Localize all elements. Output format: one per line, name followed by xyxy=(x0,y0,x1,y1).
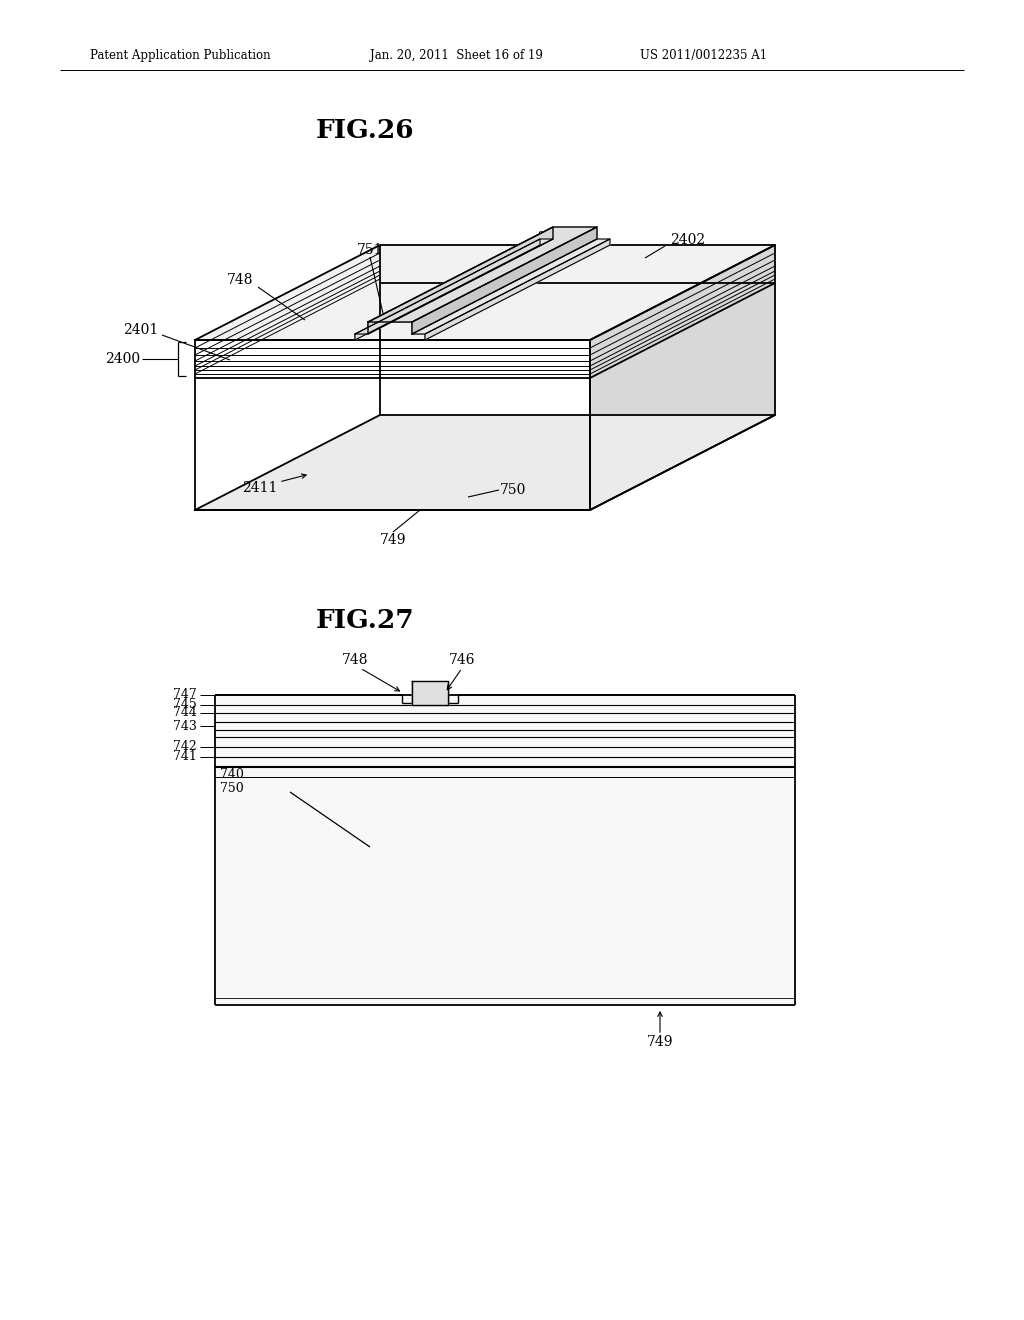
Polygon shape xyxy=(412,227,597,334)
Text: 2411: 2411 xyxy=(242,480,278,495)
Text: 749: 749 xyxy=(380,533,407,546)
Text: 745: 745 xyxy=(173,698,197,711)
Text: US 2011/0012235 A1: US 2011/0012235 A1 xyxy=(640,49,767,62)
Text: 746: 746 xyxy=(449,653,475,667)
Polygon shape xyxy=(412,239,610,334)
Text: 743: 743 xyxy=(173,719,197,733)
Text: 2412: 2412 xyxy=(538,231,572,246)
Polygon shape xyxy=(368,227,597,322)
Text: 748: 748 xyxy=(342,653,369,667)
Text: Patent Application Publication: Patent Application Publication xyxy=(90,49,270,62)
Text: 740: 740 xyxy=(220,768,244,781)
Polygon shape xyxy=(195,414,775,510)
Polygon shape xyxy=(195,246,775,341)
Text: 744: 744 xyxy=(173,706,197,719)
Text: 751: 751 xyxy=(356,243,383,257)
Text: 750: 750 xyxy=(220,783,244,796)
Polygon shape xyxy=(590,246,775,510)
Text: FIG.26: FIG.26 xyxy=(315,117,415,143)
Polygon shape xyxy=(425,239,610,341)
Text: 2401: 2401 xyxy=(123,323,158,337)
Polygon shape xyxy=(355,239,553,334)
Polygon shape xyxy=(412,681,449,705)
Polygon shape xyxy=(195,341,590,510)
Text: FIG.27: FIG.27 xyxy=(315,607,415,632)
Text: 750: 750 xyxy=(500,483,526,498)
Text: 741: 741 xyxy=(173,751,197,763)
Polygon shape xyxy=(355,239,540,341)
Text: 2400: 2400 xyxy=(104,352,140,366)
Text: 748: 748 xyxy=(226,273,253,286)
Text: 749: 749 xyxy=(647,1035,673,1049)
Text: 2402: 2402 xyxy=(670,234,706,247)
Text: Jan. 20, 2011  Sheet 16 of 19: Jan. 20, 2011 Sheet 16 of 19 xyxy=(370,49,543,62)
Polygon shape xyxy=(215,696,795,1005)
Text: 742: 742 xyxy=(173,741,197,754)
Text: 747: 747 xyxy=(173,689,197,701)
Polygon shape xyxy=(368,227,553,334)
